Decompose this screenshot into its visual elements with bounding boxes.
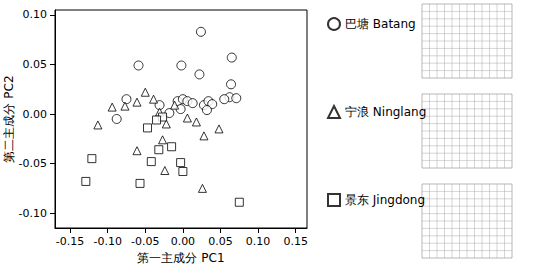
svg-text:0.15: 0.15 (283, 235, 308, 248)
svg-text:0.10: 0.10 (23, 8, 48, 21)
svg-text:第二主成分 PC2: 第二主成分 PC2 (2, 75, 16, 162)
svg-text:0.05: 0.05 (208, 235, 233, 248)
svg-text:-0.10: -0.10 (93, 235, 121, 248)
svg-text:-0.10: -0.10 (19, 207, 47, 220)
svg-text:-0.05: -0.05 (131, 235, 159, 248)
svg-text:景东 Jingdong: 景东 Jingdong (345, 193, 425, 207)
svg-text:-0.05: -0.05 (19, 157, 47, 170)
svg-text:第一主成分 PC1: 第一主成分 PC1 (137, 251, 224, 265)
svg-text:0.10: 0.10 (246, 235, 271, 248)
svg-text:0.00: 0.00 (171, 235, 196, 248)
svg-text:-0.15: -0.15 (56, 235, 84, 248)
svg-text:宁浪 Ninglang: 宁浪 Ninglang (345, 105, 426, 119)
svg-text:0.00: 0.00 (23, 108, 48, 121)
svg-text:0.05: 0.05 (23, 58, 48, 71)
svg-text:巴塘 Batang: 巴塘 Batang (345, 17, 416, 31)
